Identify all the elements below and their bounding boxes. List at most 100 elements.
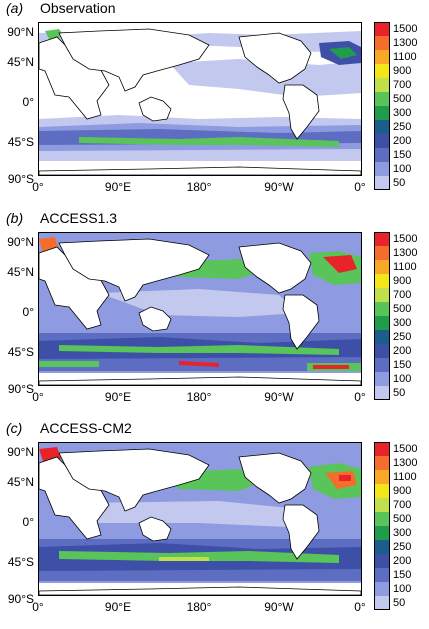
colorbar-label: 1100 bbox=[393, 51, 417, 63]
colorbar-level: 250 bbox=[374, 330, 428, 344]
lon-label-0-end: 0° bbox=[354, 600, 366, 614]
colorbar-swatch bbox=[374, 470, 390, 484]
colorbar-swatch bbox=[374, 358, 390, 372]
colorbar-level: 1500 bbox=[374, 22, 428, 36]
colorbar-level: 150 bbox=[374, 148, 428, 162]
colorbar-label: 150 bbox=[393, 149, 412, 161]
lat-label-45s: 45°S bbox=[7, 345, 34, 359]
colorbar-swatch bbox=[374, 260, 390, 274]
map-field-access-cm2 bbox=[39, 443, 361, 595]
colorbar-swatch bbox=[374, 442, 390, 456]
colorbar-label: 500 bbox=[393, 303, 412, 315]
lat-label-45s: 45°S bbox=[7, 135, 34, 149]
panel-title: Observation bbox=[40, 0, 116, 16]
lon-label-0: 0° bbox=[32, 180, 44, 194]
colorbar-label: 50 bbox=[393, 177, 406, 189]
colorbar-swatch bbox=[374, 22, 390, 36]
colorbar-label: 1100 bbox=[393, 471, 417, 483]
colorbar-swatch bbox=[374, 288, 390, 302]
panel-observation: (a) Observation 90°N 45°N 0° 45°S 90°S bbox=[0, 0, 429, 205]
lon-label-90e: 90°E bbox=[104, 600, 132, 614]
colorbar-label: 300 bbox=[393, 317, 412, 329]
lat-label-90s: 90°S bbox=[7, 382, 34, 396]
lon-label-90e: 90°E bbox=[104, 180, 132, 194]
lat-label-45n: 45°N bbox=[7, 265, 34, 279]
colorbar-label: 250 bbox=[393, 121, 412, 133]
colorbar-level: 200 bbox=[374, 134, 428, 148]
colorbar-label: 100 bbox=[393, 583, 412, 595]
colorbar-label: 200 bbox=[393, 555, 412, 567]
colorbar-level: 50 bbox=[374, 386, 428, 400]
colorbar-level: 1100 bbox=[374, 260, 428, 274]
lon-label-180: 180° bbox=[186, 180, 212, 194]
lat-label-90n: 90°N bbox=[7, 25, 34, 39]
lat-label-90n: 90°N bbox=[7, 235, 34, 249]
colorbar-swatch bbox=[374, 316, 390, 330]
colorbar-level: 100 bbox=[374, 162, 428, 176]
colorbar-level: 100 bbox=[374, 582, 428, 596]
colorbar-swatch bbox=[374, 92, 390, 106]
panel-label: (a) bbox=[6, 0, 24, 16]
lon-label-180: 180° bbox=[186, 600, 212, 614]
colorbar-level: 1300 bbox=[374, 36, 428, 50]
colorbar-swatch bbox=[374, 274, 390, 288]
colorbar-swatch bbox=[374, 36, 390, 50]
lat-label-45n: 45°N bbox=[7, 55, 34, 69]
map-observation bbox=[38, 22, 362, 176]
colorbar-swatch bbox=[374, 302, 390, 316]
colorbar-swatch bbox=[374, 330, 390, 344]
panel-label: (c) bbox=[6, 420, 23, 436]
map-field-access13 bbox=[39, 233, 361, 385]
colorbar-level: 100 bbox=[374, 372, 428, 386]
colorbar: 1500 1300 1100 900 700 500 300 250 200 150 100 50 bbox=[374, 232, 428, 400]
colorbar-level: 500 bbox=[374, 512, 428, 526]
colorbar-level: 300 bbox=[374, 316, 428, 330]
colorbar-level: 1300 bbox=[374, 456, 428, 470]
colorbar-level: 250 bbox=[374, 540, 428, 554]
colorbar-swatch bbox=[374, 162, 390, 176]
colorbar-level: 1500 bbox=[374, 232, 428, 246]
lon-label-0: 0° bbox=[32, 600, 44, 614]
colorbar-swatch bbox=[374, 134, 390, 148]
colorbar-swatch bbox=[374, 50, 390, 64]
colorbar-label: 500 bbox=[393, 93, 412, 105]
colorbar-level: 1100 bbox=[374, 50, 428, 64]
colorbar-level: 700 bbox=[374, 78, 428, 92]
colorbar-label: 700 bbox=[393, 79, 412, 91]
colorbar-label: 900 bbox=[393, 65, 412, 77]
colorbar-swatch bbox=[374, 106, 390, 120]
colorbar-swatch bbox=[374, 526, 390, 540]
colorbar-label: 1300 bbox=[393, 247, 418, 259]
colorbar-swatch bbox=[374, 596, 390, 610]
colorbar-label: 700 bbox=[393, 499, 412, 511]
lat-label-0: 0° bbox=[22, 305, 34, 319]
colorbar-swatch bbox=[374, 176, 390, 190]
colorbar-label: 900 bbox=[393, 275, 412, 287]
colorbar-swatch bbox=[374, 582, 390, 596]
panel-access-cm2: (c) ACCESS-CM2 90°N 45°N 0° 45°S 90°S bbox=[0, 420, 429, 625]
colorbar-level: 50 bbox=[374, 176, 428, 190]
colorbar-label: 200 bbox=[393, 345, 412, 357]
colorbar-label: 250 bbox=[393, 541, 412, 553]
colorbar-level: 700 bbox=[374, 498, 428, 512]
colorbar-label: 200 bbox=[393, 135, 412, 147]
colorbar: 1500 1300 1100 900 700 500 300 250 200 150 100 50 bbox=[374, 22, 428, 190]
colorbar-swatch bbox=[374, 372, 390, 386]
lat-label-90s: 90°S bbox=[7, 172, 34, 186]
lon-label-0-end: 0° bbox=[354, 390, 366, 404]
colorbar-swatch bbox=[374, 484, 390, 498]
map-field-observation bbox=[39, 23, 361, 175]
colorbar-label: 150 bbox=[393, 359, 412, 371]
lat-label-0: 0° bbox=[22, 95, 34, 109]
colorbar-level: 500 bbox=[374, 92, 428, 106]
colorbar-swatch bbox=[374, 120, 390, 134]
colorbar-level: 200 bbox=[374, 554, 428, 568]
colorbar-swatch bbox=[374, 554, 390, 568]
lon-label-0-end: 0° bbox=[354, 180, 366, 194]
colorbar-level: 500 bbox=[374, 302, 428, 316]
colorbar-label: 500 bbox=[393, 513, 412, 525]
lon-label-90e: 90°E bbox=[104, 390, 132, 404]
colorbar: 1500 1300 1100 900 700 500 300 250 200 150 100 50 bbox=[374, 442, 428, 610]
colorbar-swatch bbox=[374, 512, 390, 526]
colorbar-label: 300 bbox=[393, 107, 412, 119]
